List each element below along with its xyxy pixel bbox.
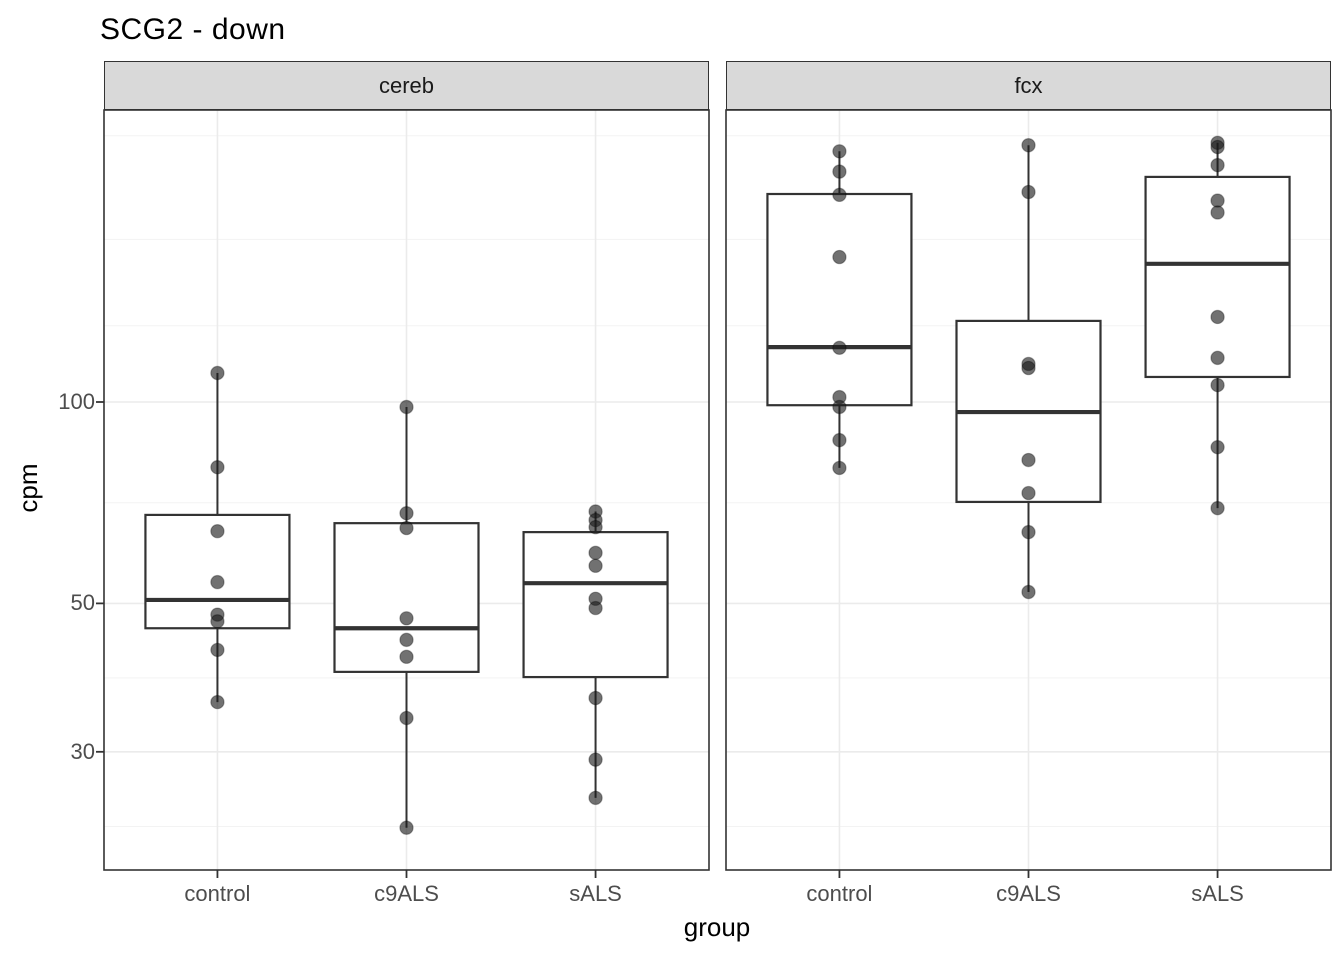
- data-point: [832, 432, 847, 448]
- box: [766, 192, 913, 407]
- data-point: [1021, 360, 1036, 376]
- data-point: [832, 187, 847, 203]
- x-tick-label: sALS: [569, 881, 622, 906]
- facet-strip-label: cereb: [378, 72, 435, 98]
- data-point: [1210, 377, 1225, 393]
- x-tick-label: c9ALS: [996, 881, 1061, 906]
- x-tick-label: control: [184, 881, 251, 906]
- data-point: [588, 790, 603, 806]
- data-point: [588, 600, 603, 616]
- data-point: [1021, 452, 1036, 468]
- data-point: [399, 820, 414, 835]
- data-point: [399, 611, 414, 626]
- data-point: [1021, 524, 1036, 540]
- y-tick-label: 100: [58, 389, 95, 414]
- facet-strip-label: fcx: [1014, 72, 1043, 98]
- x-tick-label: c9ALS: [374, 881, 439, 906]
- data-point: [1210, 139, 1225, 155]
- data-point: [1021, 184, 1036, 200]
- data-point: [210, 459, 225, 475]
- facet-strip-fcx: fcx: [726, 61, 1331, 110]
- data-point: [1021, 485, 1036, 501]
- data-point: [832, 144, 847, 159]
- data-point: [1210, 350, 1225, 366]
- data-point: [588, 752, 603, 767]
- data-point: [832, 399, 847, 415]
- data-point: [1210, 309, 1225, 325]
- data-point: [1210, 193, 1225, 208]
- data-point: [399, 399, 414, 415]
- plot-title: SCG2 - down: [100, 13, 286, 46]
- data-point: [210, 365, 225, 381]
- facet-strip-cereb: cereb: [104, 61, 709, 110]
- data-point: [210, 574, 225, 590]
- data-point: [399, 505, 414, 521]
- data-point: [399, 632, 414, 648]
- data-point: [399, 520, 414, 536]
- data-point: [210, 524, 225, 539]
- data-point: [1210, 157, 1225, 173]
- data-point: [832, 340, 847, 356]
- data-point: [1210, 205, 1225, 220]
- data-point: [1210, 500, 1225, 516]
- x-axis-title: group: [683, 912, 751, 942]
- y-axis-title: cpm: [13, 463, 43, 513]
- data-point: [588, 519, 603, 535]
- y-tick-label: 50: [70, 590, 95, 616]
- data-point: [210, 694, 225, 710]
- x-tick-label: control: [806, 881, 873, 906]
- y-tick-label: 30: [70, 738, 95, 764]
- data-point: [588, 558, 603, 574]
- data-point: [1021, 584, 1036, 600]
- x-tick-label: sALS: [1191, 881, 1244, 906]
- data-point: [832, 164, 847, 179]
- panel-border: [725, 109, 1332, 871]
- data-point: [832, 460, 847, 476]
- box: [333, 522, 480, 673]
- data-point: [399, 649, 414, 665]
- data-point: [1210, 439, 1225, 455]
- data-point: [399, 710, 414, 726]
- data-point: [1021, 138, 1036, 153]
- data-point: [588, 690, 603, 706]
- data-point: [588, 545, 603, 561]
- data-point: [832, 249, 847, 265]
- data-point: [210, 642, 225, 658]
- panel-border: [103, 109, 710, 871]
- data-point: [210, 614, 225, 629]
